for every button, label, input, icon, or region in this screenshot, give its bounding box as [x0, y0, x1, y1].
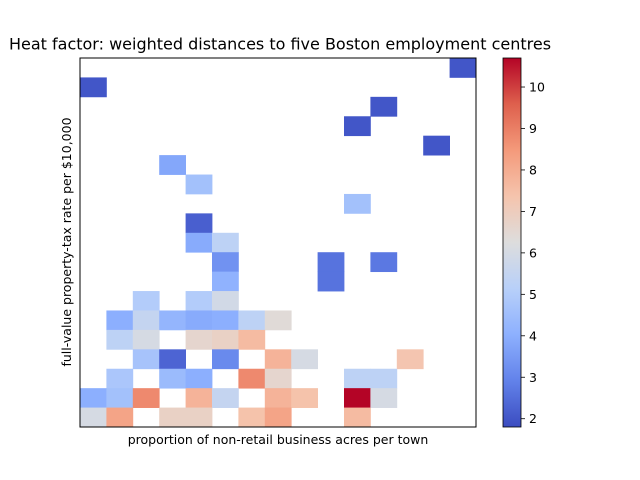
- heatmap-cell: [238, 329, 266, 350]
- heatmap-cell: [212, 329, 239, 350]
- colorbar-tick-label: 2: [529, 411, 537, 426]
- heatmap-cell: [238, 407, 266, 428]
- colorbar-tick-label: 6: [529, 245, 537, 260]
- heatmap-cell: [344, 368, 371, 389]
- heatmap-cell: [344, 407, 371, 428]
- heatmap-cell: [132, 388, 160, 408]
- heatmap-cell: [185, 329, 213, 350]
- heatmap-cell: [264, 368, 292, 389]
- heatmap-cell: [317, 252, 345, 273]
- heatmap-cell: [159, 155, 186, 175]
- plot-frame: [79, 57, 477, 428]
- heatmap-cell: [238, 368, 266, 389]
- heatmap-cell: [212, 388, 239, 408]
- heatmap-cell: [264, 349, 292, 370]
- heatmap-cell: [185, 368, 213, 389]
- heatmap-cell: [185, 407, 213, 428]
- heatmap-cell: [80, 407, 107, 428]
- heatmap-cell: [317, 271, 345, 292]
- heatmap-cells: [80, 58, 477, 428]
- heatmap-cell: [212, 252, 239, 273]
- heatmap-cell: [212, 310, 239, 331]
- heatmap-cell: [291, 388, 318, 408]
- heatmap-cell: [212, 349, 239, 370]
- colorbar-tick-label: 4: [529, 328, 537, 343]
- heatmap-cell: [185, 213, 213, 234]
- heatmap-cell: [344, 116, 371, 137]
- heatmap-cell: [423, 135, 450, 156]
- colorbar-tick-label: 8: [529, 162, 537, 177]
- heatmap-cell: [264, 407, 292, 428]
- heatmap-cell: [238, 310, 266, 331]
- heatmap-cell: [132, 329, 160, 350]
- heatmap-cell: [106, 310, 134, 331]
- heatmap-cell: [106, 407, 134, 428]
- colorbar-tick-label: 9: [529, 121, 537, 136]
- y-axis-label: full-value property-tax rate per $10,000: [59, 117, 74, 366]
- heatmap-cell: [106, 368, 134, 389]
- heatmap-cell: [159, 349, 186, 370]
- heatmap-cell: [212, 232, 239, 253]
- colorbar-tick-label: 5: [529, 287, 537, 302]
- heatmap-cell: [185, 232, 213, 253]
- heatmap-cell: [159, 368, 186, 389]
- heatmap-cell: [344, 193, 371, 214]
- heatmap-cell: [132, 291, 160, 311]
- colorbar-ticks: 2 3 4 5 6 7 8 9 10: [521, 80, 545, 426]
- heatmap-cell: [370, 388, 398, 408]
- heatmap-cell: [106, 388, 134, 408]
- heatmap-cell: [291, 349, 318, 370]
- heatmap-cell: [106, 329, 134, 350]
- heatmap-cell: [185, 291, 213, 311]
- x-axis-label: proportion of non-retail business acres …: [128, 432, 429, 447]
- heatmap-cell: [449, 58, 477, 78]
- colorbar: [502, 57, 522, 428]
- heatmap-cell: [264, 388, 292, 408]
- colorbar-tick-label: 10: [529, 80, 545, 95]
- heatmap-cell: [80, 388, 107, 408]
- heatmap-cell: [344, 388, 371, 408]
- colorbar-tick-label: 3: [529, 370, 537, 385]
- heatmap-cell: [132, 349, 160, 370]
- heatmap-cell: [185, 310, 213, 331]
- heatmap-cell: [185, 388, 213, 408]
- heatmap-cell: [212, 271, 239, 292]
- heatmap-cell: [396, 349, 424, 370]
- heatmap-cell: [132, 310, 160, 331]
- heatmap-cell: [370, 368, 398, 389]
- heatmap-cell: [80, 77, 107, 98]
- chart-title: Heat factor: weighted distances to five …: [9, 35, 551, 54]
- heatmap-cell: [370, 96, 398, 117]
- heatmap-cell: [370, 252, 398, 273]
- heatmap-cell: [159, 310, 186, 331]
- heatmap-cell: [185, 174, 213, 195]
- heatmap-cell: [264, 310, 292, 331]
- colorbar-tick-label: 7: [529, 204, 537, 219]
- heatmap-cell: [159, 407, 186, 428]
- heatmap-cell: [212, 291, 239, 311]
